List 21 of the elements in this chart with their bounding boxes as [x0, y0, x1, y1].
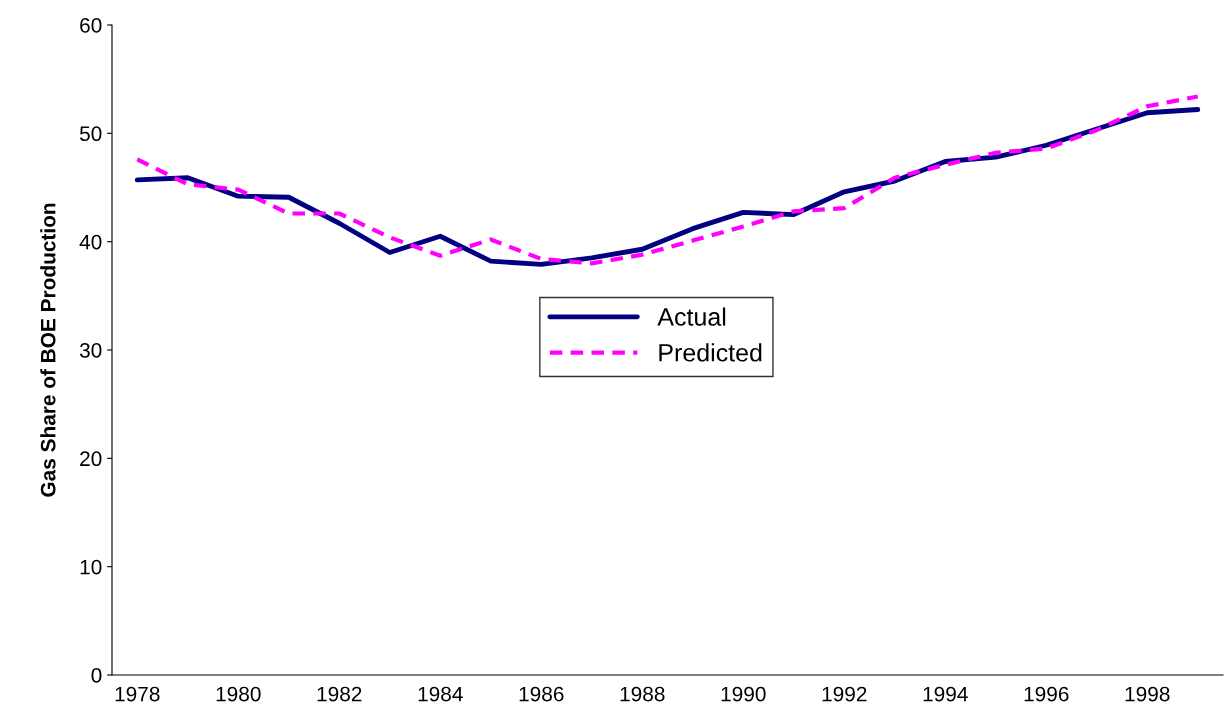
x-tick-label: 1998	[1125, 686, 1170, 702]
x-tick-label: 1984	[418, 686, 463, 702]
y-tick-label: 30	[79, 343, 102, 358]
y-tick-label: 0	[91, 668, 102, 683]
x-tick-label: 1992	[822, 686, 867, 702]
x-tick-label: 1994	[923, 686, 968, 702]
y-tick-label: 60	[80, 18, 102, 33]
y-tick-label: 50	[79, 126, 102, 142]
y-tick-label: 10	[80, 559, 102, 575]
x-tick-label: 1996	[1024, 686, 1069, 702]
legend-label: Predicted	[659, 343, 762, 362]
x-tick-label: 1988	[620, 686, 665, 702]
x-tick-label: 1986	[519, 686, 564, 702]
x-tick-label: 1990	[721, 686, 766, 702]
y-tick-label: 40	[79, 234, 102, 250]
legend-label: Actual	[657, 307, 726, 326]
y-tick-label: 20	[80, 451, 102, 467]
y-axis-title: Gas Share of BOE Production	[40, 203, 56, 497]
x-tick-label: 1982	[317, 686, 362, 702]
x-tick-label: 1980	[216, 686, 261, 702]
x-tick-label: 1978	[115, 686, 160, 702]
